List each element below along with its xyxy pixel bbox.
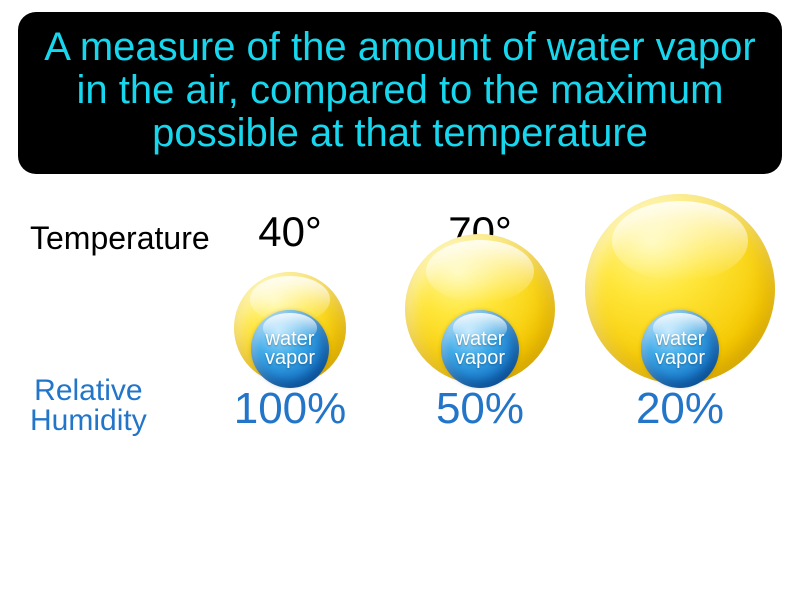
water-vapor-circle: watervapor: [251, 310, 329, 388]
vapor-label: watervapor: [655, 330, 705, 368]
definition-panel: A measure of the amount of water vapor i…: [18, 12, 782, 174]
humidity-label: Relative Humidity: [30, 376, 147, 436]
temperature-value: 40°: [200, 208, 380, 256]
water-vapor-circle: watervapor: [441, 310, 519, 388]
humidity-value: 100%: [200, 384, 380, 434]
humidity-chart: Temperature Relative Humidity 40° waterva…: [0, 174, 800, 524]
vapor-label: watervapor: [265, 330, 315, 368]
definition-text: A measure of the amount of water vapor i…: [38, 26, 762, 156]
temperature-label: Temperature: [30, 220, 210, 257]
humidity-label-line1: Relative: [34, 374, 142, 407]
vapor-label: watervapor: [455, 330, 505, 368]
humidity-value: 50%: [390, 384, 570, 434]
humidity-label-line2: Humidity: [30, 404, 147, 437]
water-vapor-circle: watervapor: [641, 310, 719, 388]
humidity-value: 20%: [590, 384, 770, 434]
